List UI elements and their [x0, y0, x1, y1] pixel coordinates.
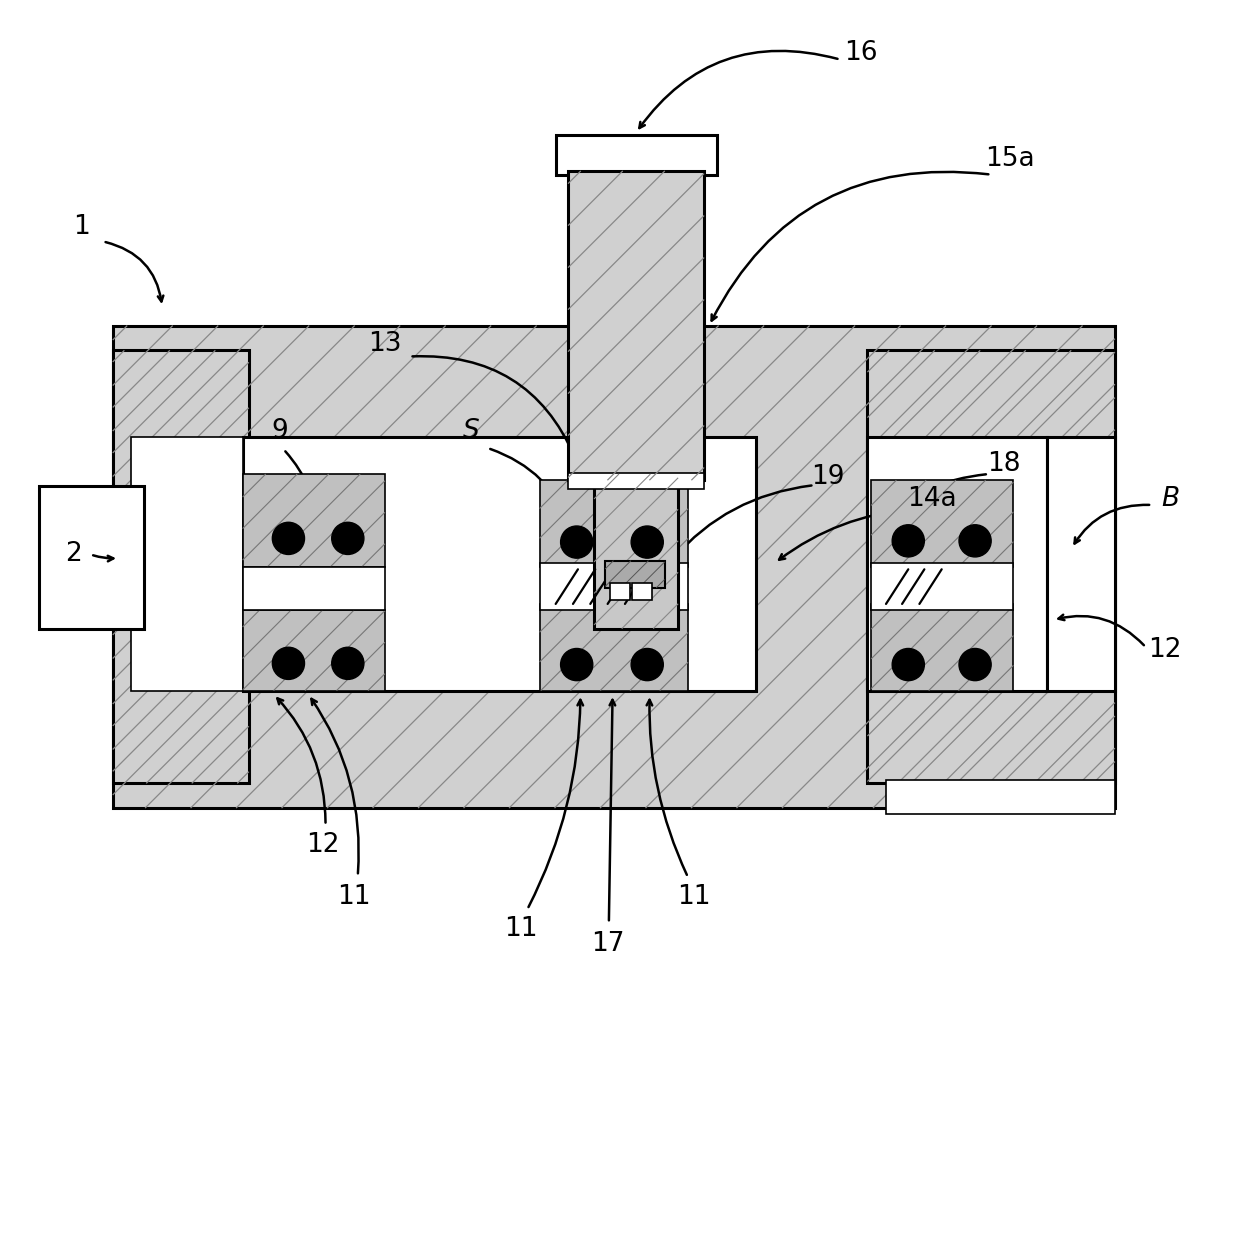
Bar: [243, 437, 756, 691]
Text: 2: 2: [64, 542, 82, 568]
Text: 18: 18: [987, 451, 1021, 477]
Bar: [610, 583, 630, 600]
Circle shape: [273, 523, 305, 554]
Text: 16: 16: [844, 40, 878, 66]
Bar: [243, 610, 384, 691]
Circle shape: [959, 524, 991, 557]
Bar: [868, 350, 1115, 783]
Bar: [131, 437, 243, 691]
Circle shape: [332, 647, 363, 680]
Bar: [568, 473, 704, 489]
Text: 11: 11: [677, 884, 711, 910]
Bar: [243, 566, 384, 610]
Bar: [872, 481, 1013, 566]
Text: 17: 17: [591, 931, 625, 957]
Bar: [38, 487, 144, 629]
Bar: [872, 563, 1013, 610]
Bar: [632, 583, 652, 600]
Circle shape: [560, 649, 593, 681]
Bar: [594, 474, 678, 629]
Bar: [113, 350, 249, 783]
Text: 15a: 15a: [985, 146, 1034, 172]
Bar: [887, 779, 1115, 814]
Circle shape: [631, 649, 663, 681]
Circle shape: [893, 524, 924, 557]
Text: 19: 19: [811, 463, 844, 489]
Bar: [113, 325, 1115, 808]
Text: 14a: 14a: [906, 486, 956, 512]
Circle shape: [273, 647, 305, 680]
Bar: [568, 171, 704, 481]
Bar: [1047, 437, 1115, 691]
Text: 13: 13: [368, 331, 402, 357]
Text: 1: 1: [73, 214, 91, 239]
Text: 12: 12: [306, 832, 340, 858]
Text: 12: 12: [1148, 636, 1182, 662]
Bar: [539, 481, 688, 566]
Circle shape: [560, 525, 593, 558]
Bar: [539, 563, 688, 610]
Text: S: S: [464, 418, 480, 443]
Bar: [872, 604, 1013, 691]
Circle shape: [959, 649, 991, 681]
Circle shape: [893, 649, 924, 681]
Bar: [243, 474, 384, 566]
Bar: [868, 437, 1047, 691]
Text: 11: 11: [505, 916, 538, 942]
Text: 9: 9: [272, 418, 288, 443]
Circle shape: [332, 523, 363, 554]
Text: B: B: [1162, 486, 1179, 512]
Bar: [539, 604, 688, 691]
Circle shape: [631, 525, 663, 558]
Bar: [556, 134, 717, 174]
Text: 11: 11: [337, 884, 371, 910]
Bar: [605, 560, 665, 588]
